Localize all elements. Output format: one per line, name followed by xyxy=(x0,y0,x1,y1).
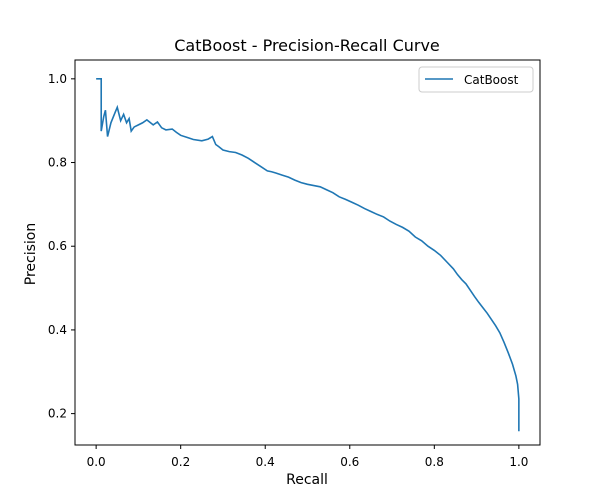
y-tick-label: 1.0 xyxy=(48,72,67,86)
y-tick-label: 0.6 xyxy=(48,239,67,253)
x-tick-label: 0.4 xyxy=(256,455,275,469)
x-axis-label: Recall xyxy=(286,472,328,488)
plot-area: 0.0 0.2 0.4 0.6 0.8 1.0 0.2 0.4 0.6 0.8 1.0 xyxy=(48,59,541,469)
y-axis-label: Precision xyxy=(23,223,39,285)
y-tick-label: 0.8 xyxy=(48,156,67,170)
series-line-catboost xyxy=(96,78,520,432)
x-tick-label: 0.8 xyxy=(425,455,444,469)
chart-title: CatBoost - Precision-Recall Curve xyxy=(174,36,440,55)
legend: CatBoost xyxy=(418,66,534,93)
legend-box xyxy=(418,66,534,93)
axes-frame xyxy=(74,59,541,446)
legend-label: CatBoost xyxy=(464,73,519,87)
x-tick-label: 0.0 xyxy=(87,455,106,469)
y-tick-label: 0.4 xyxy=(48,323,67,337)
x-tick-label: 0.6 xyxy=(340,455,359,469)
x-tick-label: 1.0 xyxy=(509,455,528,469)
x-tick-label: 0.2 xyxy=(171,455,190,469)
y-tick-label: 0.2 xyxy=(48,407,67,421)
